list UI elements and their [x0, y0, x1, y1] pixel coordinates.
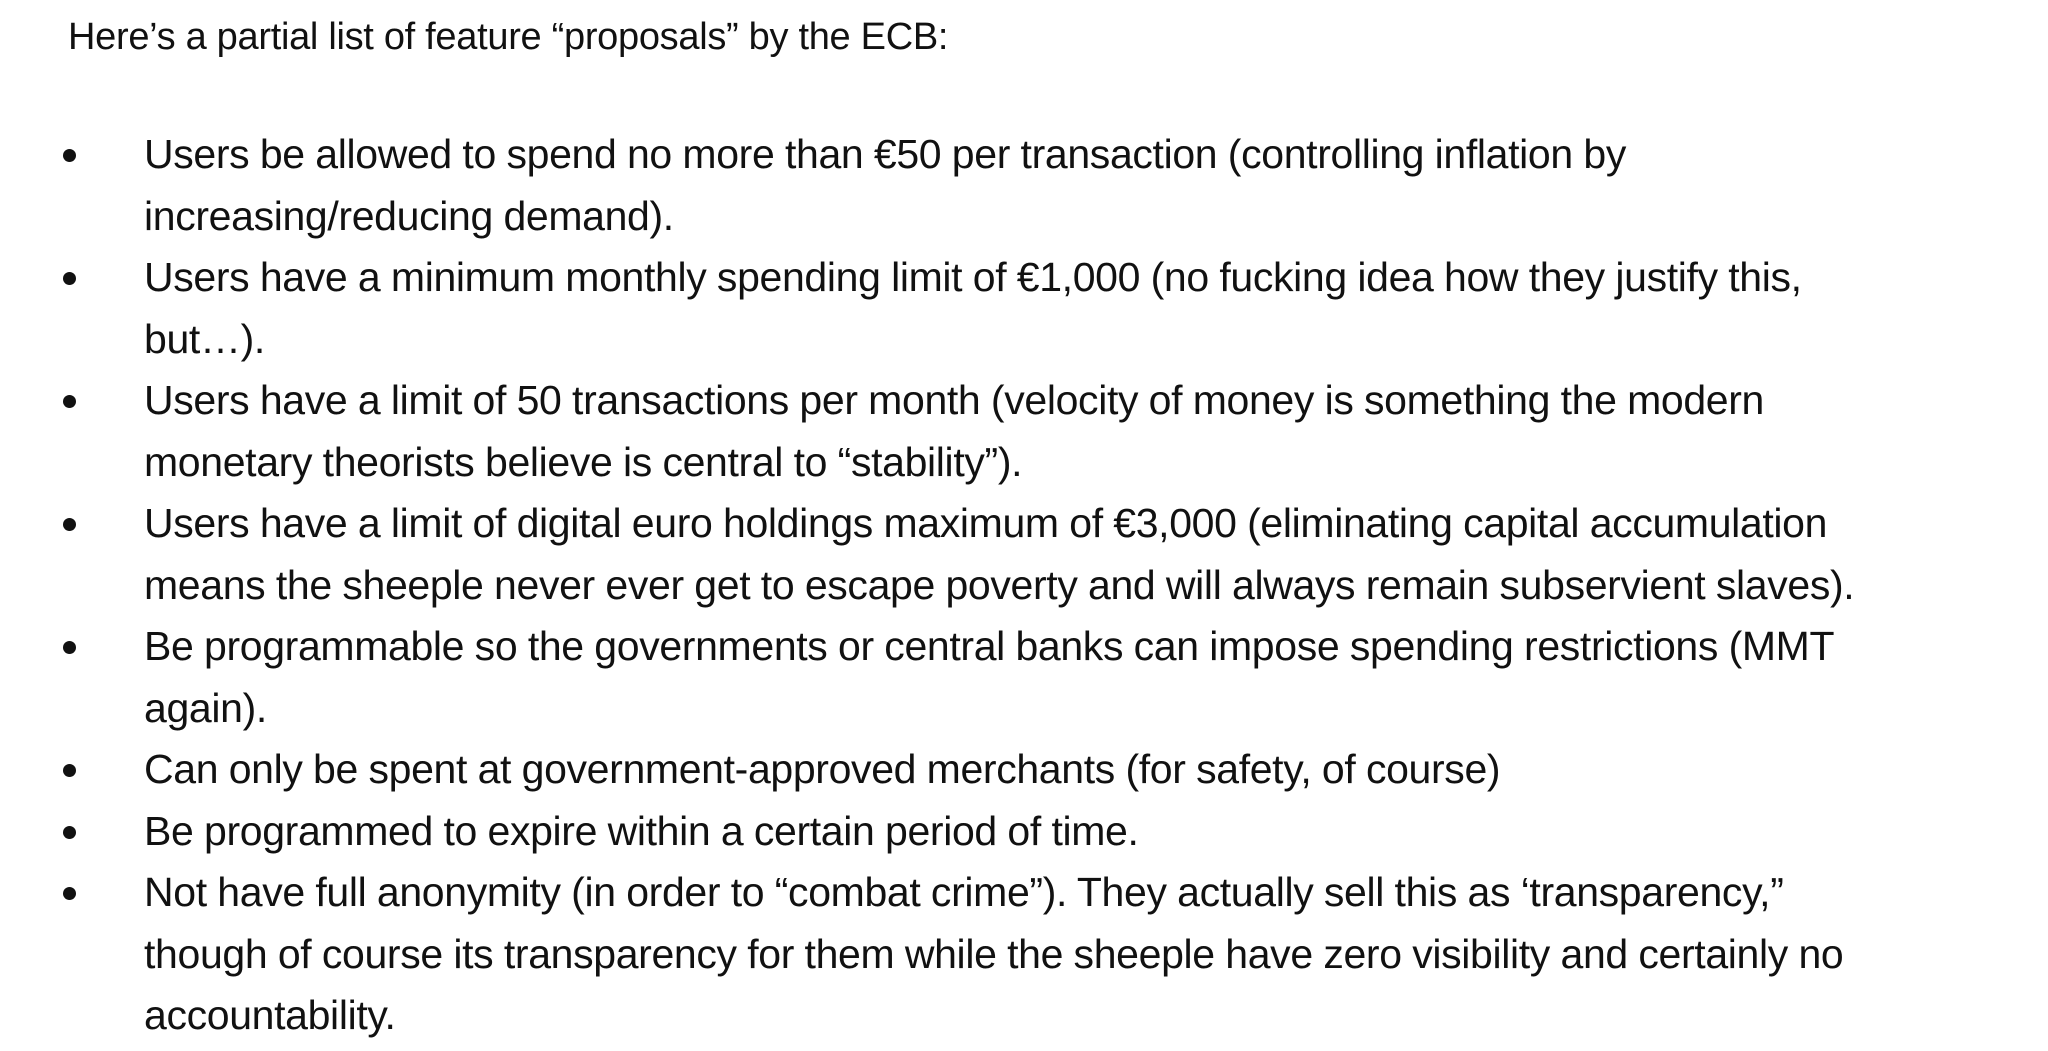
list-item-line: accountability.	[144, 992, 396, 1038]
list-item: Users have a limit of digital euro holdi…	[0, 493, 2048, 616]
list-item-line: increasing/reducing demand).	[144, 192, 674, 239]
list-item: Be programmed to expire within a certain…	[0, 801, 2048, 863]
list-item-text: Users have a limit of digital euro holdi…	[144, 493, 2028, 616]
bullet-icon	[63, 149, 76, 162]
list-item-line: again).	[144, 684, 267, 731]
list-item: Users be allowed to spend no more than €…	[0, 124, 2048, 247]
list-item: Can only be spent at government-approved…	[0, 739, 2048, 801]
list-item-line: monetary theorists believe is central to…	[144, 438, 1023, 485]
list-item-line: Be programmed to expire within a certain…	[144, 807, 1139, 854]
list-item-line: though of course its transparency for th…	[144, 930, 1844, 977]
list-item-line: Can only be spent at government-approved…	[144, 746, 1501, 792]
list-item-line: Not have full anonymity (in order to “co…	[144, 869, 1784, 915]
intro-text: Here’s a partial list of feature “propos…	[68, 16, 949, 58]
list-item: Be programmable so the governments or ce…	[0, 616, 2048, 739]
list-item-text: Be programmable so the governments or ce…	[144, 616, 2028, 739]
list-item-text: Users have a minimum monthly spending li…	[144, 247, 2028, 370]
bullet-icon	[63, 887, 76, 900]
bullet-icon	[63, 395, 76, 408]
list-item-text: Users be allowed to spend no more than €…	[144, 124, 2028, 247]
list-item-line: Users have a minimum monthly spending li…	[144, 254, 1802, 300]
list-item-line: but…).	[144, 315, 265, 362]
bullet-icon	[63, 641, 76, 654]
list-item-line: Be programmable so the governments or ce…	[144, 623, 1835, 669]
list-item-line: means the sheeple never ever get to esca…	[144, 561, 1855, 608]
bullet-icon	[63, 764, 76, 777]
proposal-list: Users be allowed to spend no more than €…	[0, 124, 2048, 1047]
list-item: Users have a limit of 50 transactions pe…	[0, 370, 2048, 493]
list-item-text: Users have a limit of 50 transactions pe…	[144, 370, 2028, 493]
bullet-icon	[63, 272, 76, 285]
list-item-text: Can only be spent at government-approved…	[144, 739, 2028, 801]
list-item-line: Users have a limit of digital euro holdi…	[144, 500, 1828, 546]
bullet-icon	[63, 518, 76, 531]
list-item-text: Be programmed to expire within a certain…	[144, 801, 2028, 863]
list-item: Not have full anonymity (in order to “co…	[0, 862, 2048, 1047]
list-item: Users have a minimum monthly spending li…	[0, 247, 2048, 370]
bullet-icon	[63, 825, 76, 839]
list-item-text: Not have full anonymity (in order to “co…	[144, 862, 2028, 1047]
list-item-line: Users be allowed to spend no more than €…	[144, 131, 1626, 177]
list-item-line: Users have a limit of 50 transactions pe…	[144, 377, 1764, 423]
